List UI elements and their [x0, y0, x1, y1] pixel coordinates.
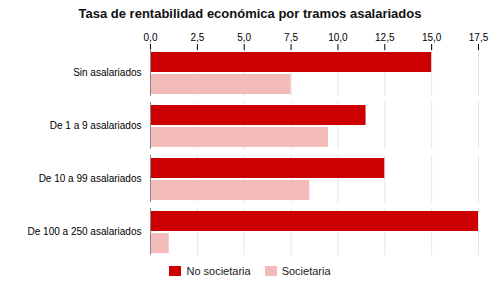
- svg-text:Sin asalariados: Sin asalariados: [73, 67, 141, 78]
- svg-text:0,0: 0,0: [144, 32, 158, 43]
- svg-text:De 1 a 9 asalariados: De 1 a 9 asalariados: [50, 120, 142, 131]
- svg-text:De 100 a 250 asalariados: De 100 a 250 asalariados: [28, 226, 142, 237]
- svg-text:De 10 a 99 asalariados: De 10 a 99 asalariados: [39, 173, 142, 184]
- svg-text:12,5: 12,5: [375, 32, 395, 43]
- html-text:Tasa de rentabilidad económica: Tasa de rentabilidad económica por tramo…: [78, 6, 422, 21]
- html-text:No societaria: No societaria: [186, 265, 251, 277]
- svg-text:17,5: 17,5: [469, 32, 489, 43]
- svg-text:10,0: 10,0: [328, 32, 348, 43]
- svg-text:5,0: 5,0: [237, 32, 251, 43]
- html-text:Societaria: Societaria: [281, 265, 331, 277]
- svg-text:7,5: 7,5: [284, 32, 298, 43]
- svg-text:15,0: 15,0: [422, 32, 442, 43]
- svg-text:2,5: 2,5: [190, 32, 204, 43]
